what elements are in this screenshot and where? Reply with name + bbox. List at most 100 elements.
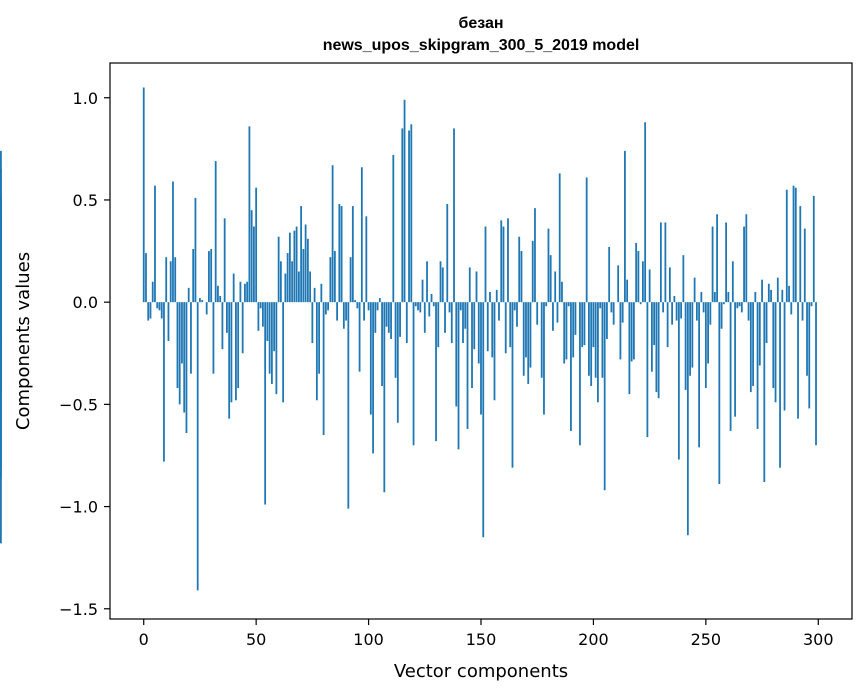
bar-214 <box>624 150 626 303</box>
bar-116 <box>403 99 406 303</box>
bar-206 <box>606 302 608 339</box>
bar-187 <box>563 302 566 364</box>
bar-42 <box>237 302 240 389</box>
bar-121 <box>414 302 417 307</box>
bar-20 <box>187 287 190 303</box>
bar-224 <box>646 302 649 438</box>
bar-88 <box>340 206 343 303</box>
bar-40 <box>232 273 235 303</box>
bar-192 <box>574 302 577 335</box>
bar-135 <box>446 204 449 303</box>
bar-74 <box>309 271 312 303</box>
bar-288 <box>790 302 793 315</box>
bar-41 <box>235 302 237 401</box>
bar-156 <box>493 302 496 401</box>
bar-189 <box>567 302 570 307</box>
bar-146 <box>471 302 473 389</box>
bar-78 <box>318 302 321 374</box>
bar-107 <box>383 302 386 493</box>
bar-117 <box>405 302 408 344</box>
bar-207 <box>608 246 611 303</box>
bar-60 <box>277 236 280 303</box>
bar-63 <box>284 273 287 303</box>
bar-undefined <box>0 302 2 329</box>
bar-205 <box>603 302 606 491</box>
bar-151 <box>482 302 485 538</box>
bar-208 <box>610 302 613 313</box>
bar-169 <box>522 302 525 376</box>
bar-195 <box>581 302 584 348</box>
bar-68 <box>295 226 298 303</box>
bar-69 <box>297 271 300 303</box>
bar-96 <box>358 302 361 372</box>
bar-99 <box>365 216 368 303</box>
bar-222 <box>641 261 644 303</box>
bar-81 <box>324 302 327 315</box>
x-tick-label: 300 <box>803 630 834 649</box>
bar-246 <box>695 302 698 321</box>
bar-287 <box>788 285 790 303</box>
bar-141 <box>459 302 462 311</box>
bar-24 <box>196 302 199 591</box>
bar-299 <box>815 302 817 446</box>
bar-120 <box>412 302 415 446</box>
y-tick-label: 0.5 <box>73 191 98 210</box>
bar-103 <box>374 302 377 333</box>
bar-279 <box>770 289 772 303</box>
bar-223 <box>644 122 647 303</box>
bar-259 <box>725 222 727 303</box>
bar-260 <box>727 291 730 303</box>
bar-104 <box>376 302 379 311</box>
bar-215 <box>626 279 629 303</box>
bar-212 <box>619 302 622 360</box>
bar-31 <box>212 302 215 374</box>
bar-59 <box>275 302 278 395</box>
bar-108 <box>385 302 388 327</box>
bar-198 <box>588 302 590 376</box>
bar-204 <box>601 302 604 378</box>
x-tick-label: 250 <box>691 630 722 649</box>
bar-149 <box>477 302 480 364</box>
bar-180 <box>547 228 550 303</box>
bar-213 <box>621 302 624 323</box>
bar-263 <box>734 302 736 417</box>
bar-138 <box>453 128 455 303</box>
bar-283 <box>779 302 781 468</box>
bar-28 <box>205 302 208 315</box>
bar-43 <box>239 281 242 303</box>
bar-136 <box>448 302 451 313</box>
bar-53 <box>262 302 264 327</box>
bar-162 <box>507 218 509 303</box>
bar-291 <box>797 302 799 419</box>
bar-6 <box>156 302 159 309</box>
bar-51 <box>257 302 260 331</box>
bar-196 <box>583 302 586 346</box>
bar-290 <box>794 187 797 303</box>
bar-190 <box>570 302 572 431</box>
bar-235 <box>671 302 674 325</box>
bar-1 <box>145 253 147 303</box>
bar-112 <box>394 302 397 378</box>
bar-225 <box>648 269 651 303</box>
bar-219 <box>635 242 638 303</box>
bar-178 <box>543 302 545 415</box>
bar-274 <box>758 302 761 366</box>
bar-90 <box>345 302 347 321</box>
bar-203 <box>599 302 602 309</box>
bar-155 <box>491 302 494 358</box>
bar-16 <box>178 302 181 405</box>
bar-127 <box>428 302 431 317</box>
bar-34 <box>219 296 222 303</box>
bar-281 <box>774 302 777 403</box>
bar-248 <box>700 291 703 303</box>
bar-7 <box>158 302 161 311</box>
bar-230 <box>659 222 662 303</box>
bar-9 <box>163 302 165 462</box>
bar-71 <box>302 249 305 303</box>
bar-197 <box>585 177 588 303</box>
bar-220 <box>637 251 640 303</box>
bar-118 <box>408 130 410 303</box>
bar-48 <box>250 210 253 303</box>
bar-275 <box>761 279 763 303</box>
